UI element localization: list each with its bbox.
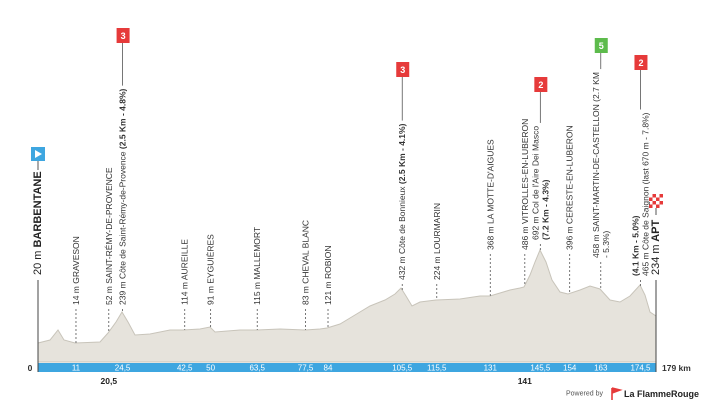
brand-name: La FlammeRouge (624, 389, 699, 399)
km-label: 77,5 (298, 364, 314, 373)
km-label: 20,5 (101, 376, 118, 386)
climb-flag (396, 62, 410, 77)
climb-flag (634, 55, 648, 70)
climb-category: 3 (400, 65, 405, 75)
km-label: 115,5 (427, 364, 447, 373)
km-label: 63,5 (249, 364, 265, 373)
climb-category: 5 (599, 41, 604, 51)
label-segment: - 5.3%) (601, 230, 611, 258)
waypoint-label: 115 m MALLEMORT (252, 227, 262, 305)
label-segment: 14 m GRAVESON (71, 236, 81, 305)
km-label: 141 (518, 376, 532, 386)
waypoint-label: 224 m LOURMARIN (432, 203, 442, 280)
label-segment: (7.2 Km - 4.3%) (540, 179, 550, 240)
km-label: 50 (206, 364, 215, 373)
finish-name: APT (650, 219, 662, 241)
km-label: 163 (594, 364, 608, 373)
finish-elevation: 234 m (650, 244, 662, 275)
km-label: 105,5 (392, 364, 413, 373)
start-km: 0 (28, 363, 33, 373)
label-segment: 368 m LA MOTTE-D'AIGUES (485, 139, 495, 250)
label-segment: 458 m SAINT-MARTIN-DE-CASTELLON (2.7 KM (591, 72, 601, 258)
label-segment: 115 m MALLEMORT (252, 227, 262, 305)
waypoint-label: 368 m LA MOTTE-D'AIGUES (485, 139, 495, 250)
climb-category: 3 (121, 31, 126, 41)
waypoint-label: 486 m VITROLLES-EN-LUBERON (520, 119, 530, 250)
km-label: 154 (563, 364, 577, 373)
waypoint-label: 692 m Col de l'Aire Dei Masco (530, 126, 540, 240)
brand-logo (611, 387, 623, 400)
waypoint-label: 396 m CERESTE-EN-LUBERON (565, 125, 575, 250)
finish-flag (649, 194, 663, 215)
label-segment: 224 m LOURMARIN (432, 203, 442, 280)
label-segment: (2.5 Km - 4.1%) (397, 123, 407, 184)
waypoint-label: 239 m Côte de Saint-Rémy-de-Provence (2.… (118, 88, 128, 305)
km-label: 145,5 (530, 364, 551, 373)
waypoint-label: 52 m SAINT-RÉMY-DE-PROVENCE (104, 167, 114, 305)
climb-flag (116, 28, 130, 43)
climb-category: 2 (638, 58, 643, 68)
label-segment: 83 m CHEVAL BLANC (301, 220, 311, 305)
waypoint-label: 432 m Côte de Bonnieux (2.5 Km - 4.1%) (397, 123, 407, 280)
km-label: 131 (484, 364, 498, 373)
label-segment: (4.1 Km - 5.0%) (630, 215, 640, 276)
label-segment: 692 m Col de l'Aire Dei Masco (530, 126, 540, 240)
km-label: 24,5 (115, 364, 131, 373)
finish-km: 179 km (662, 363, 691, 373)
label-segment: 114 m AUREILLE (180, 239, 190, 305)
waypoint-label: 465 m Côte de Saignon (last 670 m - 7.8%… (640, 112, 650, 276)
start-elevation: 20 m (32, 251, 44, 275)
waypoint-label: 14 m GRAVESON (71, 236, 81, 305)
waypoint-label: 458 m SAINT-MARTIN-DE-CASTELLON (2.7 KM (591, 72, 601, 258)
label-segment: 465 m Côte de Saignon (last 670 m - 7.8%… (640, 112, 650, 276)
label-segment: 121 m ROBION (323, 245, 333, 305)
elevation-profile (37, 248, 657, 363)
climb-flag (534, 77, 548, 92)
km-label: 11 (72, 364, 81, 373)
waypoint-label: 121 m ROBION (323, 245, 333, 305)
climb-category: 2 (538, 80, 543, 90)
label-segment: 486 m VITROLLES-EN-LUBERON (520, 119, 530, 250)
powered-by: Powered by (566, 391, 603, 398)
label-segment: 91 m EYGUIÈRES (206, 234, 216, 305)
km-label: 42,5 (177, 364, 193, 373)
label-segment: 239 m Côte de Saint-Rémy-de-Provence (118, 149, 128, 305)
label-segment: 396 m CERESTE-EN-LUBERON (565, 125, 575, 250)
km-label: 174,5 (630, 364, 651, 373)
waypoint-label: (7.2 Km - 4.3%) (540, 179, 550, 240)
waypoint-label: 83 m CHEVAL BLANC (301, 220, 311, 305)
climb-flag (594, 38, 608, 53)
waypoint-label: 114 m AUREILLE (180, 239, 190, 305)
km-label: 84 (324, 364, 333, 373)
start-name: BARBENTANE (32, 171, 44, 247)
label-segment: 52 m SAINT-RÉMY-DE-PROVENCE (104, 167, 114, 305)
waypoint-label: 91 m EYGUIÈRES (206, 234, 216, 305)
label-segment: 432 m Côte de Bonnieux (397, 184, 407, 280)
waypoint-label: - 5.3%) (601, 230, 611, 258)
waypoint-label: (4.1 Km - 5.0%) (630, 215, 640, 276)
label-segment: (2.5 Km - 4.8%) (118, 88, 128, 149)
finish-label: 234 m APT (650, 219, 662, 275)
start-label: 20 m BARBENTANE (32, 171, 44, 275)
distance-bar (38, 363, 656, 372)
start-flag (31, 147, 45, 170)
